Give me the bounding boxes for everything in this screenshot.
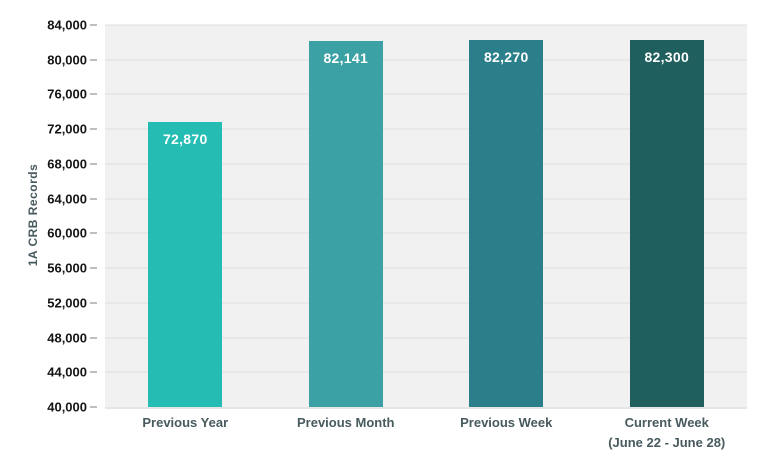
x-category-label: Current Week (June 22 - June 28) <box>608 415 726 451</box>
y-tick-label: 80,000 <box>47 52 87 68</box>
bar-2: 82,141 <box>308 41 383 407</box>
gridline <box>105 59 747 61</box>
y-tick-mark <box>90 24 97 26</box>
bar-slot: 82,141 <box>266 25 427 407</box>
bar-4: 82,300 <box>629 39 704 407</box>
bar-value-label: 82,270 <box>483 49 529 66</box>
y-tick-mark <box>90 301 97 304</box>
x-category-label: Previous Week <box>460 415 553 430</box>
y-tick-label: 60,000 <box>47 225 87 241</box>
gridline <box>105 93 747 95</box>
x-axis: Previous Year Previous Month Previous Week… <box>105 413 747 459</box>
bar-value-label: 72,870 <box>162 130 208 147</box>
gridline <box>105 371 747 373</box>
y-axis: 40,000 44,000 48,000 52,000 56,000 60,000 64,0… <box>0 19 97 414</box>
gridline <box>105 198 747 200</box>
y-tick-label: 44,000 <box>47 364 87 380</box>
plot-area: 72,870 82,141 82,270 82,300 <box>105 24 748 409</box>
y-tick-mark <box>90 162 97 165</box>
gridline <box>105 337 747 339</box>
gridline <box>105 24 747 26</box>
x-category-label: Previous Year <box>142 415 229 430</box>
gridline <box>105 232 747 234</box>
y-tick-label: 76,000 <box>47 86 87 102</box>
bar-value-label: 82,141 <box>323 50 369 67</box>
y-tick-label: 56,000 <box>47 260 87 276</box>
bar-slot: 82,270 <box>426 25 587 407</box>
y-tick-label: 64,000 <box>47 191 87 207</box>
bar-slot: 72,870 <box>105 25 266 407</box>
gridline <box>105 163 747 165</box>
y-tick-label: 84,000 <box>47 17 87 33</box>
bar-value-label: 82,300 <box>644 48 690 65</box>
gridline <box>105 267 747 269</box>
y-tick-label: 52,000 <box>47 295 87 311</box>
y-tick-mark <box>90 336 97 339</box>
y-tick-mark <box>90 58 97 61</box>
y-tick-label: 68,000 <box>47 156 87 172</box>
x-category-label: Previous Month <box>296 415 395 430</box>
y-tick-label: 72,000 <box>47 121 87 137</box>
y-tick-label: 48,000 <box>47 330 87 346</box>
bar-slot: 82,300 <box>587 25 748 407</box>
y-tick-mark <box>90 406 97 408</box>
y-tick-mark <box>90 371 97 374</box>
y-tick-mark <box>90 232 97 235</box>
bar-1: 72,870 <box>148 121 223 407</box>
y-tick-label: 40,000 <box>47 399 87 415</box>
y-tick-mark <box>90 93 97 96</box>
y-tick-mark <box>90 128 97 131</box>
y-tick-mark <box>90 197 97 200</box>
gridline <box>105 128 747 130</box>
bar-3: 82,270 <box>469 40 544 407</box>
gridline <box>105 302 747 304</box>
y-tick-mark <box>90 267 97 270</box>
